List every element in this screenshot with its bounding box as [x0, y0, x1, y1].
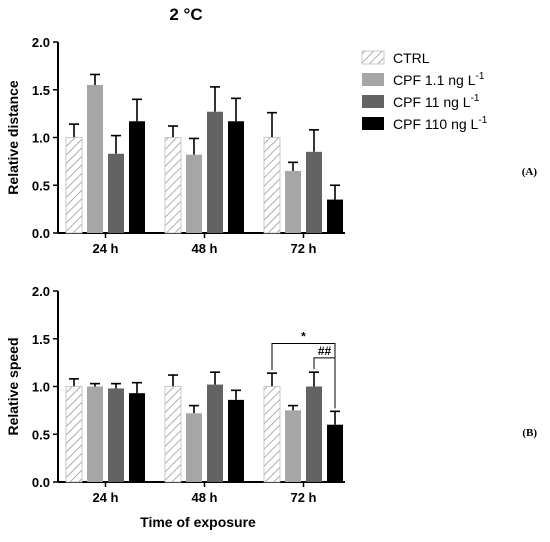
x-tick-label: 72 h	[290, 490, 316, 505]
bar-cpf_11	[108, 388, 124, 482]
legend-swatch-cpf_110	[362, 117, 384, 130]
x-tick-label: 24 h	[92, 241, 118, 256]
bar-cpf_110	[228, 399, 244, 482]
bar-ctrl	[65, 386, 83, 483]
y-tick-label: 1.0	[32, 131, 50, 146]
y-axis-label: Relative speed	[5, 337, 21, 435]
significance-label: ##	[318, 344, 332, 358]
bar-cpf_110	[228, 121, 244, 233]
x-tick-label: 48 h	[191, 241, 217, 256]
bar-cpf_110	[129, 393, 145, 482]
bar-cpf_110	[327, 424, 343, 482]
bar-cpf_11	[207, 384, 223, 482]
y-tick-label: 0.0	[32, 475, 50, 490]
x-tick-label: 48 h	[191, 490, 217, 505]
bar-cpf_11	[108, 153, 124, 233]
x-axis-label: Time of exposure	[140, 514, 256, 530]
bar-ctrl	[164, 386, 182, 483]
bar-cpf_1_1	[186, 413, 202, 482]
y-tick-label: 1.5	[32, 332, 50, 347]
y-tick-label: 1.5	[32, 83, 50, 98]
panel-label: (A)	[522, 166, 538, 178]
bar-ctrl	[164, 137, 182, 234]
legend-swatch-cpf_11	[362, 95, 384, 108]
bar-cpf_110	[327, 199, 343, 233]
legend-swatch-ctrl	[361, 50, 385, 65]
panel-a: 0.0 0.5 1.0 1.5 2.0 Relative distance (A) 24 h 4…	[5, 35, 537, 256]
bar-cpf_11	[306, 386, 322, 482]
bar-cpf_1_1	[285, 410, 301, 482]
chart-title: 2 °C	[169, 5, 202, 24]
bar-cpf_1_1	[87, 386, 103, 482]
legend-swatch-cpf_1_1	[362, 73, 384, 86]
significance-bracket	[313, 357, 336, 409]
legend-label: CPF 110 ng L-1	[393, 115, 488, 132]
x-tick-label: 72 h	[290, 241, 316, 256]
bar-cpf_1_1	[186, 154, 202, 233]
bar-cpf_1_1	[285, 170, 301, 233]
legend: CTRL CPF 1.1 ng L-1 CPF 11 ng L-1 CPF 110 n…	[361, 50, 488, 132]
legend-label: CTRL	[393, 50, 430, 66]
bar-cpf_1_1	[87, 84, 103, 233]
panel-label: (B)	[522, 427, 537, 439]
y-tick-label: 1.0	[32, 380, 50, 395]
bar-ctrl	[263, 137, 281, 234]
bar-ctrl	[263, 386, 281, 483]
legend-label: CPF 11 ng L-1	[393, 93, 480, 110]
y-tick-label: 0.0	[32, 226, 50, 241]
bar-cpf_110	[129, 121, 145, 233]
y-tick-label: 2.0	[32, 284, 50, 299]
y-tick-label: 0.5	[32, 427, 50, 442]
y-tick-label: 2.0	[32, 35, 50, 50]
y-axis-label: Relative distance	[5, 80, 21, 195]
bar-cpf_11	[207, 111, 223, 233]
bar-cpf_11	[306, 151, 322, 233]
legend-label: CPF 1.1 ng L-1	[393, 71, 485, 88]
x-tick-label: 24 h	[92, 490, 118, 505]
significance-label: *	[301, 330, 306, 344]
panel-b: 0.0 0.5 1.0 1.5 2.0 Relative speed (B) 24 h 48 h…	[5, 284, 537, 505]
y-tick-label: 0.5	[32, 178, 50, 193]
bar-ctrl	[65, 137, 83, 234]
